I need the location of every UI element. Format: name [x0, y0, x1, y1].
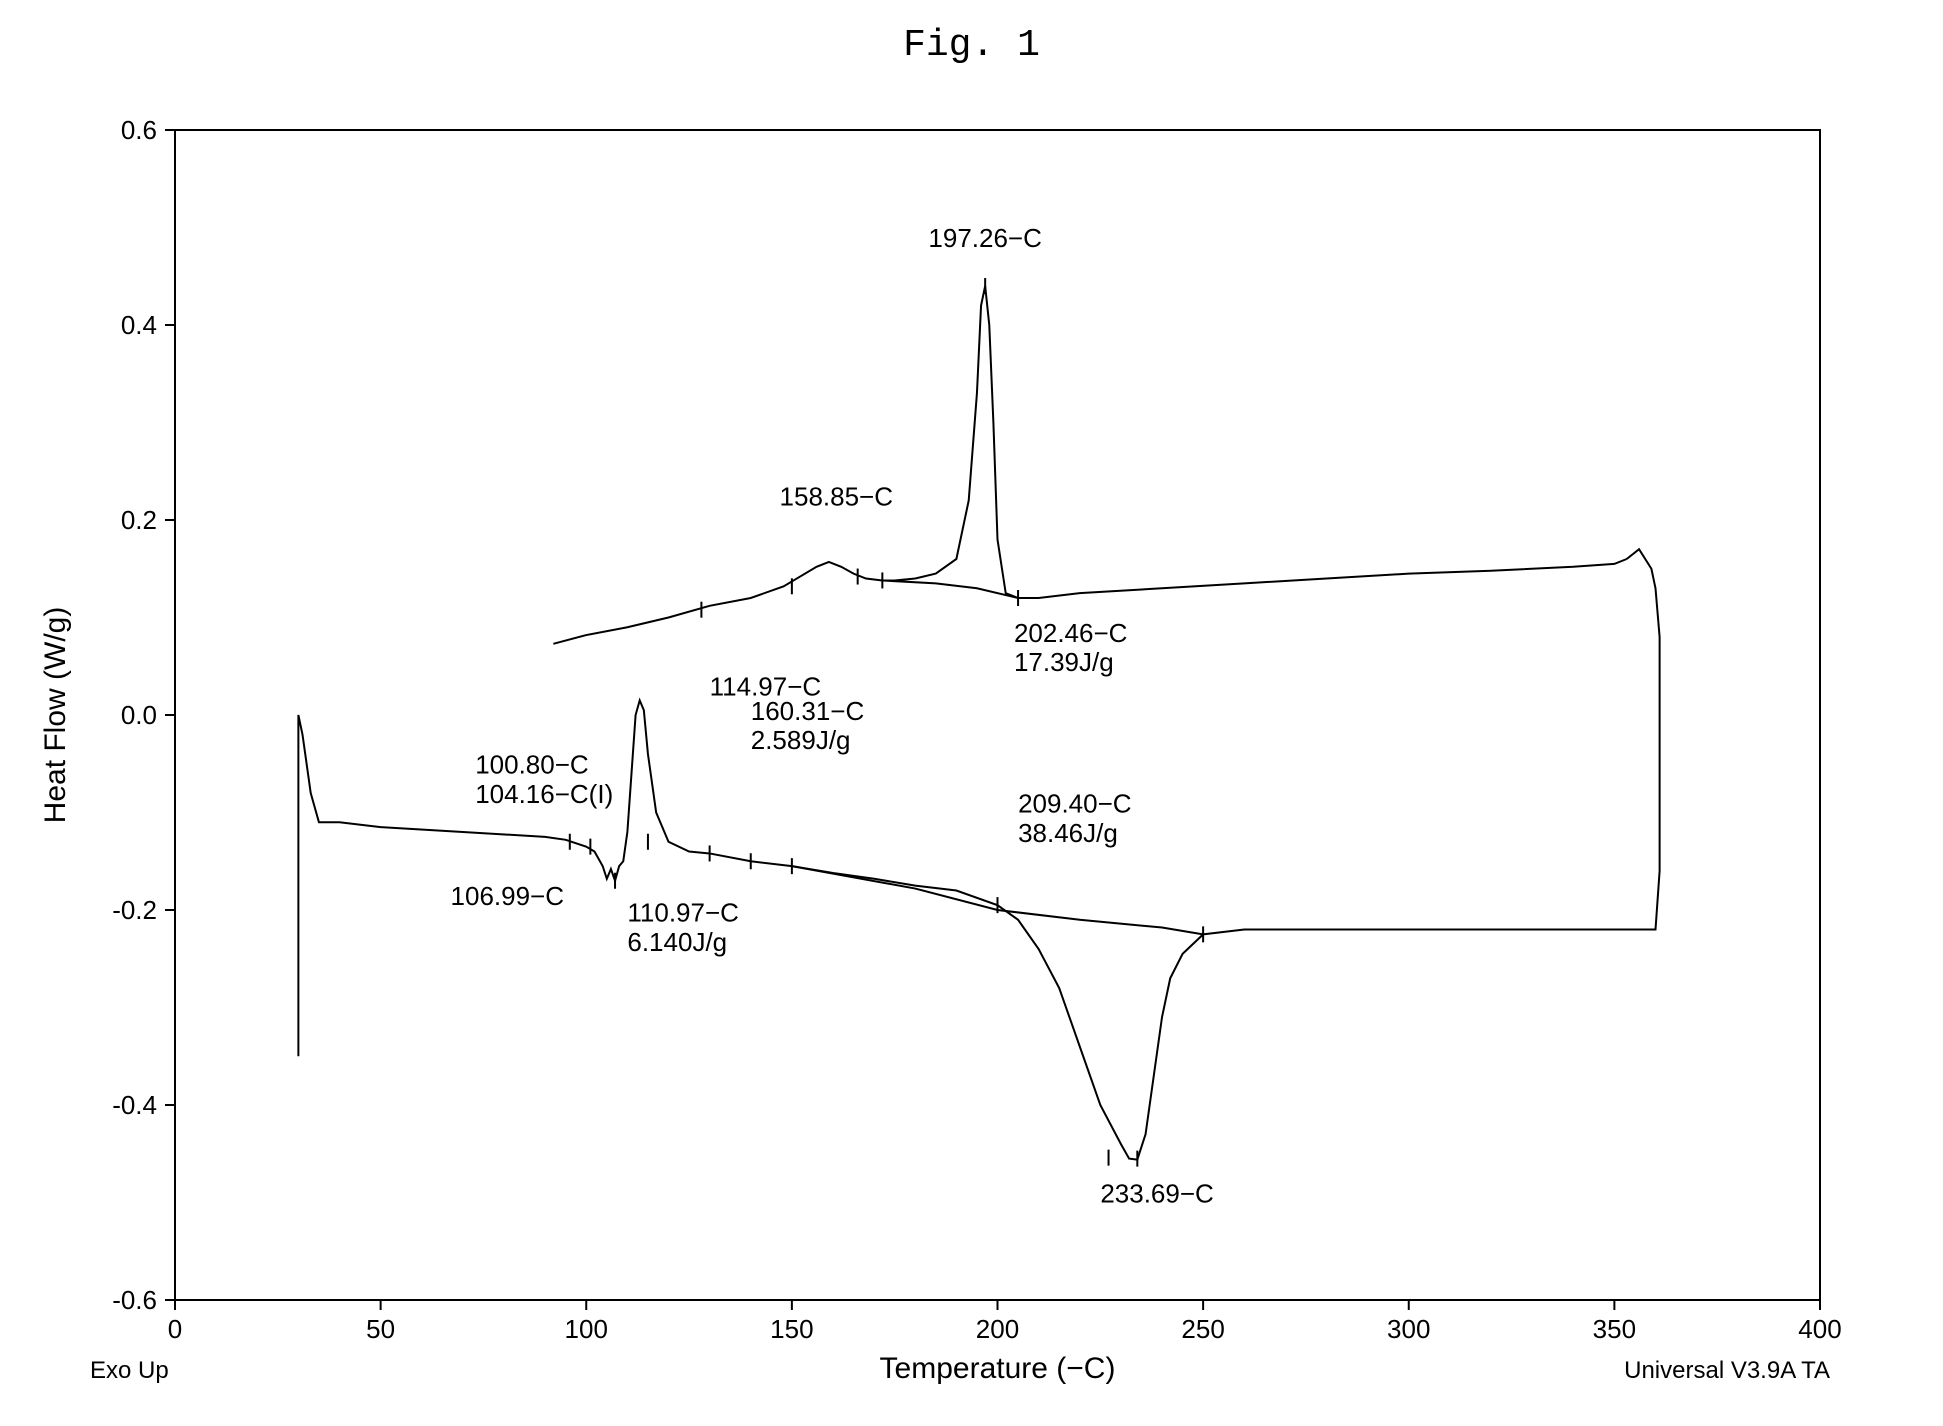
peak-label: 6.140J/g [627, 927, 727, 957]
x-tick-label: 0 [168, 1314, 182, 1344]
peak-label: 202.46−C [1014, 618, 1127, 648]
x-tick-label: 150 [770, 1314, 813, 1344]
y-tick-label: -0.4 [112, 1090, 157, 1120]
peak-label: 106.99−C [451, 881, 564, 911]
peak-label: 110.97−C [627, 898, 739, 928]
y-tick-label: 0.0 [121, 700, 157, 730]
peak-label: 209.40−C [1018, 789, 1131, 819]
peak-label: 100.80−C [475, 750, 588, 780]
peak-label: 2.589J/g [751, 725, 851, 755]
footer-left: Exo Up [90, 1357, 169, 1384]
footer-right: Universal V3.9A TA [1624, 1357, 1830, 1384]
y-tick-label: -0.6 [112, 1285, 157, 1315]
cooling-baseline [882, 580, 1018, 598]
x-tick-label: 400 [1798, 1314, 1841, 1344]
y-tick-label: -0.2 [112, 895, 157, 925]
x-tick-label: 100 [565, 1314, 608, 1344]
x-axis-label: Temperature (−C) [880, 1352, 1116, 1385]
peak-label: 17.39J/g [1014, 647, 1114, 677]
x-tick-label: 250 [1181, 1314, 1224, 1344]
y-tick-label: 0.4 [121, 310, 157, 340]
heating-curve [298, 549, 1659, 1159]
peak-label: 158.85−C [780, 481, 893, 511]
peak-label: 197.26−C [928, 223, 1041, 253]
plot-border [175, 130, 1820, 1300]
x-tick-label: 350 [1593, 1314, 1636, 1344]
peak-label: 38.46J/g [1018, 818, 1118, 848]
y-axis-label: Heat Flow (W/g) [39, 607, 72, 824]
peak-label: 160.31−C [751, 696, 864, 726]
y-tick-label: 0.6 [121, 115, 157, 145]
peak-label: 233.69−C [1100, 1179, 1213, 1209]
peak-label: 104.16−C(I) [475, 779, 613, 809]
dsc-chart: 0 50 100 150 200 250 300 350 400 -0.6 -0.4 -0.2 0.0 0… [0, 0, 1943, 1426]
x-tick-label: 300 [1387, 1314, 1430, 1344]
cooling-curve [553, 286, 1626, 644]
x-tick-label: 50 [366, 1314, 395, 1344]
x-tick-label: 200 [976, 1314, 1019, 1344]
y-tick-label: 0.2 [121, 505, 157, 535]
